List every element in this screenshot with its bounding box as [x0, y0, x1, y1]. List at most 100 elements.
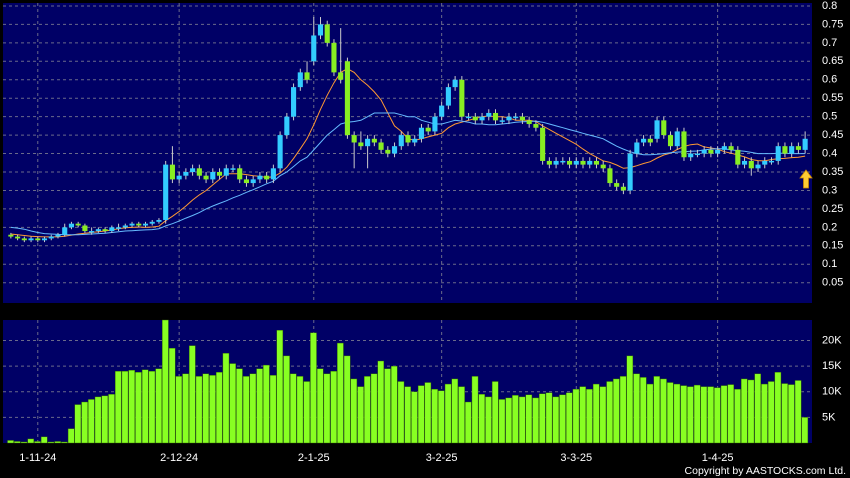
volume-bar	[424, 382, 432, 444]
volume-bar	[592, 383, 600, 444]
y-tick-label: 0.8	[822, 0, 837, 12]
volume-bar	[451, 378, 459, 444]
volume-bar	[34, 441, 41, 444]
volume-bar	[754, 373, 761, 444]
candle-body	[472, 116, 478, 121]
volume-bar	[81, 401, 88, 444]
volume-bar	[720, 385, 728, 444]
volume-bar	[202, 373, 210, 444]
candle-body	[546, 160, 552, 165]
candle-body	[270, 168, 276, 180]
candle-body	[607, 168, 613, 184]
candle-body	[486, 112, 492, 117]
volume-bar	[364, 376, 371, 444]
volume-bar	[310, 332, 317, 444]
volume-bar	[61, 441, 68, 444]
candle-body	[116, 227, 122, 229]
y-tick-label: 0.75	[822, 18, 843, 30]
candle-body	[721, 146, 727, 150]
candle-body	[519, 116, 525, 121]
volume-bar	[478, 394, 486, 444]
candle-body	[439, 105, 445, 117]
volume-bar	[189, 345, 196, 444]
candle-body	[385, 149, 391, 154]
candle-body	[358, 142, 364, 147]
volume-bar	[283, 355, 290, 444]
volume-bar	[545, 392, 553, 444]
candle-body	[681, 131, 687, 158]
x-tick-label: 3-2-25	[426, 452, 458, 464]
candle-body	[600, 164, 606, 169]
volume-bar	[505, 397, 512, 444]
candle-body	[216, 172, 223, 176]
volume-bar	[148, 371, 156, 444]
y-tick-label: 0.55	[822, 92, 843, 104]
candle-body	[573, 160, 579, 165]
volume-bar	[498, 399, 506, 444]
candle-body	[82, 225, 88, 232]
candle-body	[156, 219, 162, 222]
y-tick-label: 20K	[822, 334, 842, 346]
candle-body	[183, 172, 189, 176]
candle-body	[661, 120, 667, 136]
candle-body	[412, 138, 418, 143]
volume-bar	[774, 372, 782, 444]
y-tick-label: 15K	[822, 360, 842, 372]
candle-body	[647, 138, 653, 143]
volume-bar	[14, 441, 21, 444]
candle-body	[432, 116, 438, 132]
y-tick-label: 5K	[822, 411, 836, 423]
candle-body	[398, 135, 404, 147]
candle-body	[768, 160, 775, 163]
y-tick-label: 0.15	[822, 240, 843, 252]
volume-bar	[384, 368, 391, 444]
candle-body	[499, 120, 505, 122]
moving-average-line	[10, 112, 806, 236]
candle-body	[149, 221, 155, 224]
volume-bar	[458, 386, 465, 444]
candle-body	[55, 234, 61, 237]
candle-body	[365, 138, 371, 147]
volume-bar	[640, 377, 647, 444]
y-tick-label: 0.2	[822, 221, 837, 233]
candle-body	[277, 135, 283, 169]
candle-body	[802, 138, 808, 150]
volume-bar	[121, 371, 129, 444]
candle-body	[775, 146, 781, 161]
candle-body	[196, 168, 202, 176]
candle-body	[560, 160, 566, 163]
volume-bar	[673, 383, 681, 444]
volume-bar	[377, 360, 385, 444]
volume-bar	[135, 372, 142, 444]
candle-body	[48, 236, 54, 239]
volume-bar	[229, 363, 236, 444]
volume-bar	[330, 371, 337, 444]
volume-bar	[579, 386, 586, 444]
candle-body	[304, 72, 310, 80]
y-tick-label: 0.25	[822, 203, 843, 215]
candle-body	[243, 179, 250, 184]
candle-body	[264, 175, 270, 180]
volume-bar	[390, 365, 398, 444]
volume-bar	[47, 441, 55, 444]
volume-bar	[404, 386, 411, 444]
volume-bar	[337, 342, 344, 444]
candle-body	[405, 135, 411, 143]
candle-body	[735, 149, 741, 165]
candle-body	[694, 153, 700, 156]
candle-body	[35, 238, 41, 241]
candle-body	[614, 183, 620, 187]
volume-bar	[88, 399, 95, 444]
candle-body	[593, 160, 600, 165]
volume-bar	[666, 382, 674, 444]
volume-bar	[599, 386, 607, 444]
volume-bar	[276, 330, 284, 444]
volume-bar	[397, 381, 405, 444]
candle-body	[163, 164, 169, 220]
candle-body	[351, 135, 357, 143]
volume-bar	[444, 383, 452, 444]
candle-body	[142, 223, 149, 226]
candle-body	[701, 149, 707, 154]
volume-bar	[290, 373, 297, 444]
candle-body	[371, 138, 377, 143]
